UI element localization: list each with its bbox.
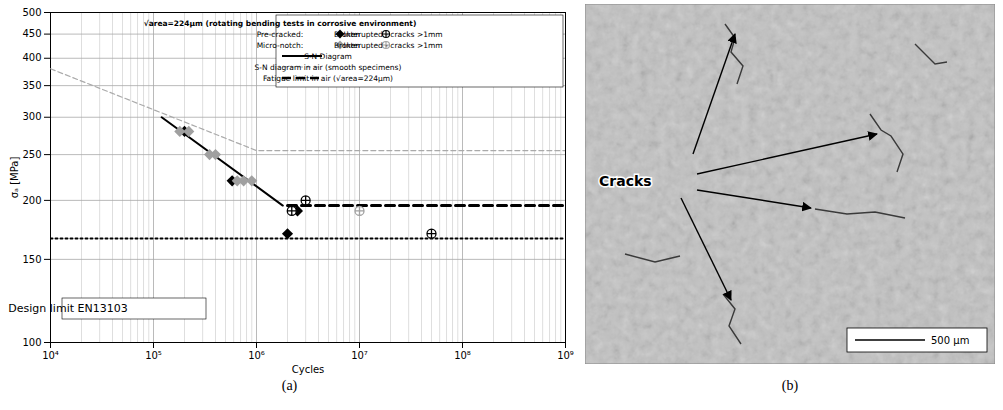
svg-text:10⁴: 10⁴ (42, 350, 59, 361)
svg-text:Cracks: Cracks (599, 173, 652, 189)
svg-text:Interupted - cracks >1mm: Interupted - cracks >1mm (343, 30, 442, 39)
svg-text:250: 250 (22, 149, 41, 160)
svg-text:150: 150 (22, 254, 41, 265)
svg-text:Cycles: Cycles (292, 364, 325, 375)
svg-text:S-N diagram in air (smooth spe: S-N diagram in air (smooth specimens) (255, 63, 402, 72)
svg-text:10⁷: 10⁷ (351, 350, 368, 361)
svg-text:10⁸: 10⁸ (454, 350, 471, 361)
svg-text:350: 350 (22, 80, 41, 91)
html-text:(b): (b) (781, 378, 799, 393)
svg-text:450: 450 (22, 28, 41, 39)
svg-text:Design limit EN13103: Design limit EN13103 (8, 302, 127, 315)
svg-text:400: 400 (22, 52, 41, 63)
svg-text:100: 100 (22, 337, 41, 348)
svg-text:Micro-notch:: Micro-notch: (257, 41, 304, 50)
svg-text:Pre-cracked:: Pre-cracked: (257, 30, 304, 39)
svg-text:√area=224µm (rotating bending: √area=224µm (rotating bending tests in c… (144, 19, 417, 28)
svg-text:S-N Diagram: S-N Diagram (304, 52, 352, 61)
svg-text:10⁵: 10⁵ (145, 350, 162, 361)
html-text:(a): (a) (281, 378, 298, 393)
svg-text:200: 200 (22, 195, 41, 206)
svg-text:Interupted - cracks >1mm: Interupted - cracks >1mm (343, 41, 442, 50)
svg-text:10⁶: 10⁶ (248, 350, 265, 361)
svg-text:Fatigue limit in air (√area=22: Fatigue limit in air (√area=224µm) (263, 74, 393, 83)
svg-text:500: 500 (22, 7, 41, 18)
svg-text:10⁹: 10⁹ (557, 350, 574, 361)
svg-text:300: 300 (22, 111, 41, 122)
svg-text:500 µm: 500 µm (931, 335, 969, 346)
svg-text:σₐ [MPa]: σₐ [MPa] (9, 157, 20, 199)
